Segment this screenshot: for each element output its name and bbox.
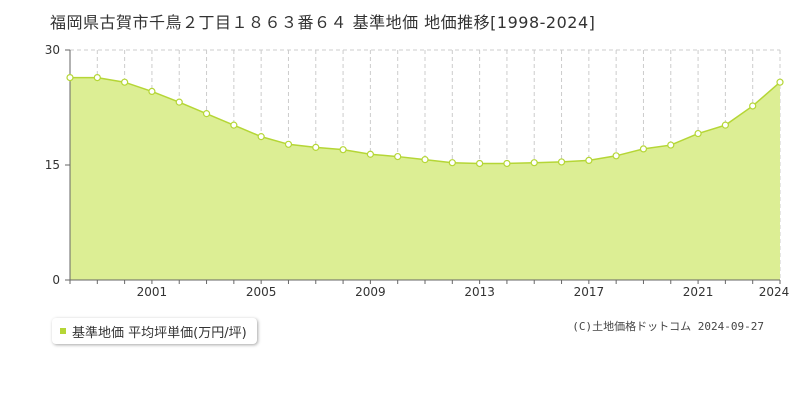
- x-tick-label: 2009: [355, 285, 386, 299]
- data-point: [339, 146, 347, 154]
- data-point: [230, 121, 238, 129]
- x-tick-label: 2021: [683, 285, 714, 299]
- chart-title: 福岡県古賀市千鳥２丁目１８６３番６４ 基準地価 地価推移[1998-2024]: [50, 13, 596, 32]
- data-point: [421, 156, 429, 164]
- label-layer: 0 15 30 2001 2005 2009 2013 2017 2021 2024: [45, 43, 790, 299]
- data-point: [175, 98, 183, 106]
- axis-layer: [65, 49, 781, 284]
- data-point: [776, 78, 784, 86]
- data-point: [66, 73, 74, 82]
- data-point: [476, 159, 484, 168]
- y-tick-label: 15: [45, 158, 60, 172]
- data-point: [257, 133, 265, 141]
- data-point: [366, 150, 374, 158]
- data-point: [639, 145, 648, 153]
- data-point: [503, 159, 511, 168]
- data-point: [694, 129, 702, 138]
- y-tick-label: 30: [45, 43, 60, 57]
- x-tick-label: 2005: [246, 285, 277, 299]
- legend-swatch: [60, 328, 66, 334]
- data-point: [202, 110, 211, 118]
- marker-layer: [66, 73, 784, 168]
- x-tick-label: 2024: [759, 285, 790, 299]
- data-point: [312, 143, 320, 151]
- x-tick-label: 2001: [137, 285, 168, 299]
- data-point: [394, 152, 402, 161]
- credit-text: (C)土地価格ドットコム 2024-09-27: [572, 320, 764, 333]
- legend-label: 基準地価 平均坪単価(万円/坪): [72, 325, 247, 341]
- data-point: [557, 158, 566, 166]
- data-point: [721, 121, 729, 129]
- data-point: [530, 159, 538, 167]
- data-point: [121, 78, 129, 86]
- x-tick-label: 2013: [464, 285, 495, 299]
- series-area: [70, 77, 780, 280]
- data-point: [284, 140, 293, 148]
- data-point: [749, 102, 757, 110]
- y-tick-label: 0: [52, 273, 60, 287]
- data-point: [667, 141, 675, 149]
- data-point: [612, 152, 620, 160]
- legend: 基準地価 平均坪単価(万円/坪): [52, 318, 257, 344]
- data-point: [148, 87, 156, 96]
- data-point: [93, 73, 101, 82]
- data-point: [448, 159, 456, 167]
- x-tick-label: 2017: [574, 285, 605, 299]
- data-point: [585, 156, 593, 164]
